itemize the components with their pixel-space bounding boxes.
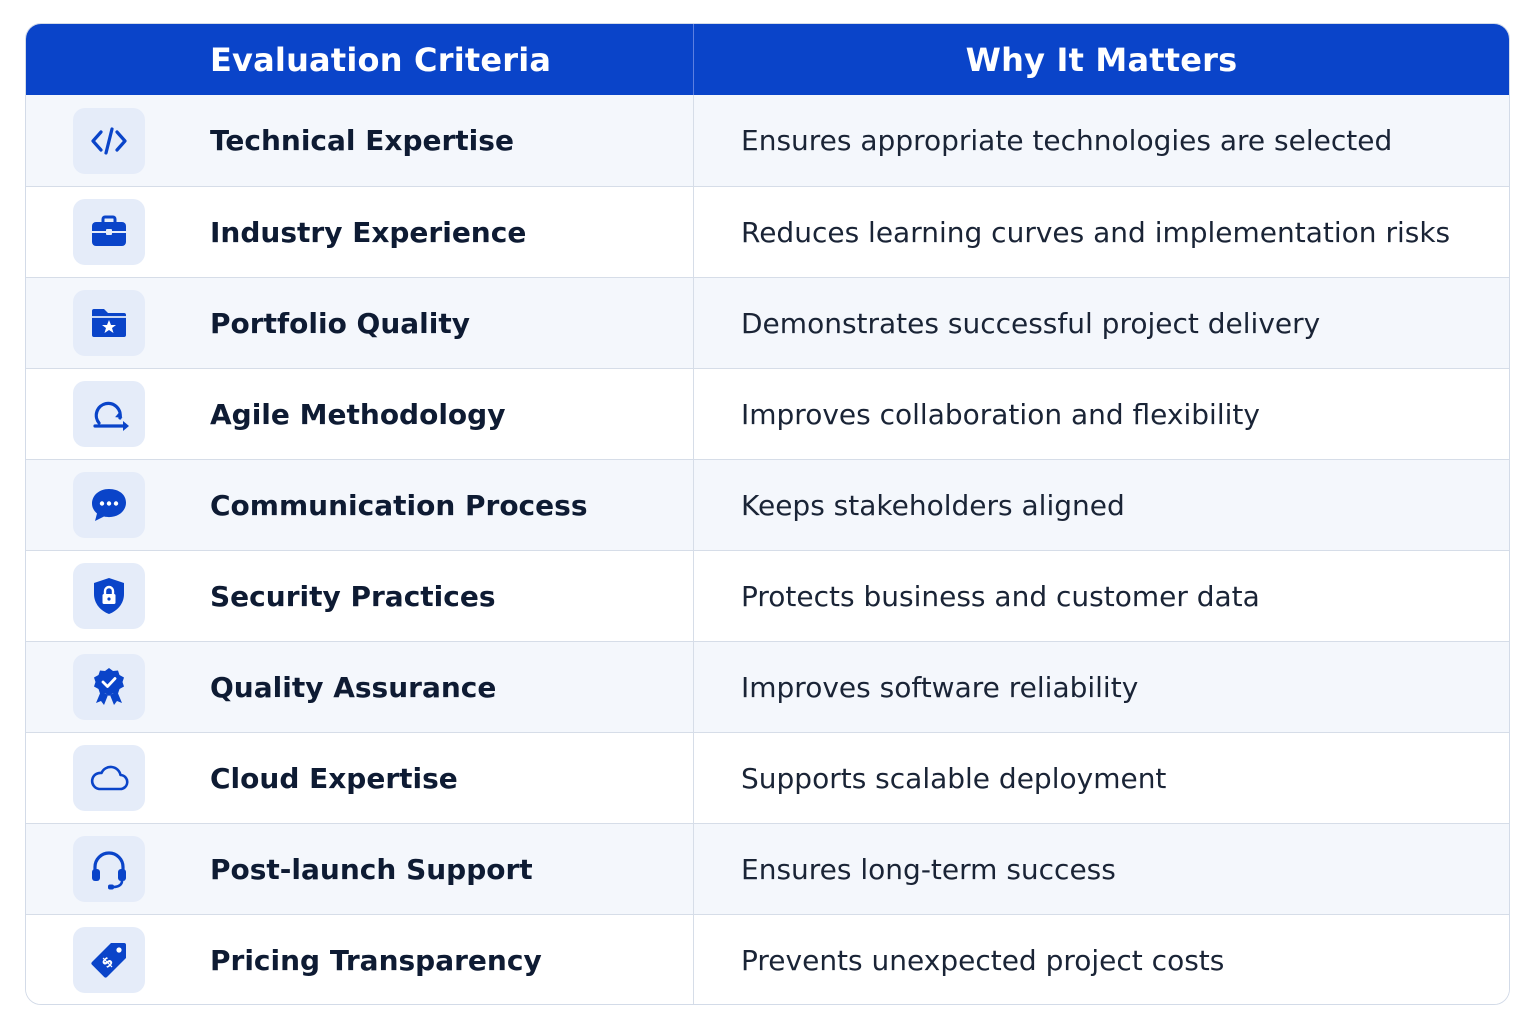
why-text: Ensures appropriate technologies are sel… bbox=[741, 124, 1393, 157]
why-cell: Demonstrates successful project delivery bbox=[694, 278, 1509, 368]
table-row: Security Practices Protects business and… bbox=[26, 550, 1509, 641]
why-cell: Improves software reliability bbox=[694, 642, 1509, 732]
why-text: Improves software reliability bbox=[741, 670, 1139, 704]
why-cell: Protects business and customer data bbox=[694, 551, 1509, 641]
criteria-cell: Portfolio Quality bbox=[26, 278, 694, 368]
why-text: Ensures long-term success bbox=[741, 852, 1116, 886]
why-text: Improves collaboration and flexibility bbox=[741, 397, 1260, 431]
header-cell-criteria: Evaluation Criteria bbox=[26, 24, 694, 95]
criteria-table: Evaluation Criteria Why It Matters Techn… bbox=[25, 23, 1510, 1005]
table-row: Industry Experience Reduces learning cur… bbox=[26, 186, 1509, 277]
criteria-cell: Post-launch Support bbox=[26, 824, 694, 914]
header-cell-why: Why It Matters bbox=[694, 24, 1509, 95]
table-row: Quality Assurance Improves software reli… bbox=[26, 641, 1509, 732]
criteria-cell: Communication Process bbox=[26, 460, 694, 550]
price-tag-icon: $ bbox=[73, 927, 145, 993]
table-row: Cloud Expertise Supports scalable deploy… bbox=[26, 732, 1509, 823]
why-text: Supports scalable deployment bbox=[741, 761, 1167, 795]
table-row: $ Pricing Transparency Prevents unexpect… bbox=[26, 914, 1509, 1004]
criteria-cell: Quality Assurance bbox=[26, 642, 694, 732]
criteria-cell: Industry Experience bbox=[26, 187, 694, 277]
headset-icon bbox=[73, 836, 145, 902]
why-cell: Reduces learning curves and implementati… bbox=[694, 187, 1509, 277]
shield-lock-icon bbox=[73, 563, 145, 629]
briefcase-icon bbox=[73, 199, 145, 265]
table-row: Technical Expertise Ensures appropriate … bbox=[26, 95, 1509, 186]
table-header: Evaluation Criteria Why It Matters bbox=[26, 24, 1509, 95]
criteria-cell: Cloud Expertise bbox=[26, 733, 694, 823]
criteria-label: Post-launch Support bbox=[210, 852, 533, 886]
criteria-label: Pricing Transparency bbox=[210, 943, 542, 977]
criteria-label: Communication Process bbox=[210, 488, 588, 522]
table-row: Agile Methodology Improves collaboration… bbox=[26, 368, 1509, 459]
why-text: Protects business and customer data bbox=[741, 579, 1260, 613]
why-cell: Keeps stakeholders aligned bbox=[694, 460, 1509, 550]
why-cell: Ensures appropriate technologies are sel… bbox=[694, 95, 1509, 186]
criteria-label: Security Practices bbox=[210, 579, 496, 613]
why-cell: Improves collaboration and flexibility bbox=[694, 369, 1509, 459]
criteria-cell: Security Practices bbox=[26, 551, 694, 641]
why-cell: Supports scalable deployment bbox=[694, 733, 1509, 823]
chat-bubble-icon bbox=[73, 472, 145, 538]
why-text: Demonstrates successful project delivery bbox=[741, 306, 1321, 340]
header-criteria-label: Evaluation Criteria bbox=[210, 40, 552, 79]
why-text: Prevents unexpected project costs bbox=[741, 943, 1225, 977]
agile-loop-icon bbox=[73, 381, 145, 447]
criteria-label: Quality Assurance bbox=[210, 670, 497, 704]
criteria-cell: Agile Methodology bbox=[26, 369, 694, 459]
table-row: Portfolio Quality Demonstrates successfu… bbox=[26, 277, 1509, 368]
why-cell: Ensures long-term success bbox=[694, 824, 1509, 914]
table-row: Post-launch Support Ensures long-term su… bbox=[26, 823, 1509, 914]
cloud-icon bbox=[73, 745, 145, 811]
table-body: Technical Expertise Ensures appropriate … bbox=[26, 95, 1509, 1004]
criteria-cell: $ Pricing Transparency bbox=[26, 915, 694, 1004]
criteria-cell: Technical Expertise bbox=[26, 95, 694, 186]
table-row: Communication Process Keeps stakeholders… bbox=[26, 459, 1509, 550]
code-icon bbox=[73, 107, 145, 174]
why-text: Reduces learning curves and implementati… bbox=[741, 215, 1451, 249]
header-why-label: Why It Matters bbox=[965, 40, 1238, 79]
why-text: Keeps stakeholders aligned bbox=[741, 488, 1125, 522]
why-cell: Prevents unexpected project costs bbox=[694, 915, 1509, 1004]
award-badge-icon bbox=[73, 654, 145, 720]
criteria-label: Agile Methodology bbox=[210, 397, 506, 431]
folder-star-icon bbox=[73, 290, 145, 356]
criteria-label: Technical Expertise bbox=[210, 124, 514, 157]
criteria-label: Portfolio Quality bbox=[210, 306, 471, 340]
criteria-label: Industry Experience bbox=[210, 215, 527, 249]
criteria-label: Cloud Expertise bbox=[210, 761, 458, 795]
